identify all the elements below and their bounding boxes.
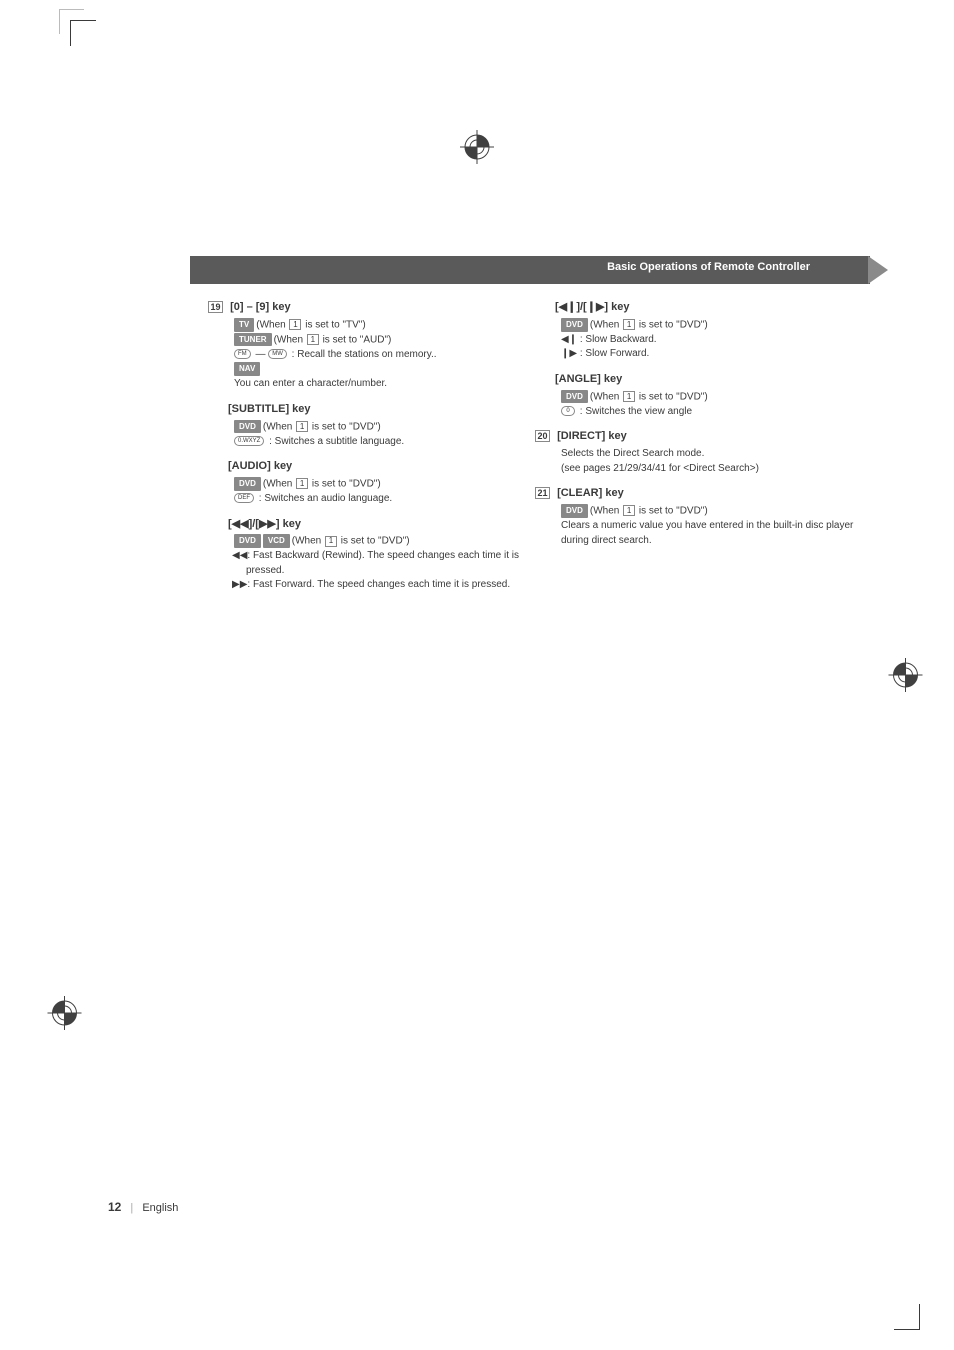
heading-0-9: [0] – [9] key (230, 301, 291, 313)
heading-audio: [AUDIO] key (208, 459, 528, 475)
heading-angle: [ANGLE] key (535, 372, 855, 388)
slow-fwd-icon: ❙▶ (561, 348, 577, 359)
crop-mark-tl (70, 20, 96, 46)
forward-icon: ▶▶ (232, 579, 247, 590)
key-pill-def: DEF (234, 493, 254, 503)
desc-clear: Clears a numeric value you have entered … (559, 519, 855, 548)
key-pill-wxyz: 0.WXYZ (234, 436, 264, 446)
key-fastfwd: [◀◀]/[▶▶] key DVDVCD(When 1 is set to "D… (208, 517, 528, 593)
registration-mark-left (48, 996, 87, 1030)
key-slow: [◀❙]/[❙▶] key DVD(When 1 is set to "DVD"… (535, 300, 855, 362)
badge-dvd: DVD (234, 534, 261, 548)
mode-switch-icon: 1 (623, 319, 635, 330)
index-21: 21 (535, 487, 550, 499)
badge-vcd: VCD (263, 534, 290, 548)
right-column: [◀❙]/[❙▶] key DVD(When 1 is set to "DVD"… (535, 300, 855, 558)
badge-dvd: DVD (561, 504, 588, 518)
badge-dvd: DVD (234, 477, 261, 491)
slow-back-icon: ◀❙ (561, 334, 577, 345)
mode-switch-icon: 1 (296, 421, 308, 432)
key-pill-fm: FM (234, 349, 251, 359)
badge-dvd: DVD (561, 318, 588, 332)
heading-fastfwd: [◀◀]/[▶▶] key (208, 517, 528, 533)
badge-dvd: DVD (234, 420, 261, 434)
section-header: Basic Operations of Remote Controller (190, 256, 870, 284)
key-pill-mw: MW (268, 349, 287, 359)
heading-slow: [◀❙]/[❙▶] key (535, 300, 855, 316)
badge-tv: TV (234, 318, 254, 332)
mode-switch-icon: 1 (623, 391, 635, 402)
key-subtitle: [SUBTITLE] key DVD(When 1 is set to "DVD… (208, 402, 528, 449)
key-pill-angle: 0 (561, 406, 575, 416)
key-angle: [ANGLE] key DVD(When 1 is set to "DVD") … (535, 372, 855, 419)
desc-direct-2: (see pages 21/29/34/41 for <Direct Searc… (559, 462, 855, 477)
rewind-icon: ◀◀ (232, 550, 247, 561)
heading-subtitle: [SUBTITLE] key (208, 402, 528, 418)
desc-direct-1: Selects the Direct Search mode. (559, 447, 855, 462)
desc-enter-char: You can enter a character/number. (232, 377, 528, 392)
badge-dvd: DVD (561, 390, 588, 404)
key-clear: 21 [CLEAR] key DVD(When 1 is set to "DVD… (535, 486, 855, 548)
index-20: 20 (535, 430, 550, 442)
heading-clear: [CLEAR] key (557, 487, 624, 499)
badge-tuner: TUNER (234, 333, 272, 347)
mode-switch-icon: 1 (296, 478, 308, 489)
key-audio: [AUDIO] key DVD(When 1 is set to "DVD") … (208, 459, 528, 506)
key-0-9: 19 [0] – [9] key TV(When 1 is set to "TV… (208, 300, 528, 392)
mode-switch-icon: 1 (289, 319, 301, 330)
mode-switch-icon: 1 (325, 536, 337, 547)
mode-switch-icon: 1 (307, 334, 319, 345)
registration-mark-right (884, 658, 923, 692)
left-column: 19 [0] – [9] key TV(When 1 is set to "TV… (208, 300, 528, 603)
index-19: 19 (208, 301, 223, 313)
page-number: 12 (108, 1200, 121, 1214)
page-footer: 12 | English (108, 1200, 178, 1214)
mode-switch-icon: 1 (623, 505, 635, 516)
section-title: Basic Operations of Remote Controller (607, 261, 810, 273)
page-language: English (142, 1202, 178, 1214)
badge-nav: NAV (234, 362, 260, 376)
registration-mark-top (460, 130, 494, 169)
key-direct: 20 [DIRECT] key Selects the Direct Searc… (535, 429, 855, 476)
heading-direct: [DIRECT] key (557, 430, 627, 442)
crop-mark-br (894, 1304, 920, 1330)
